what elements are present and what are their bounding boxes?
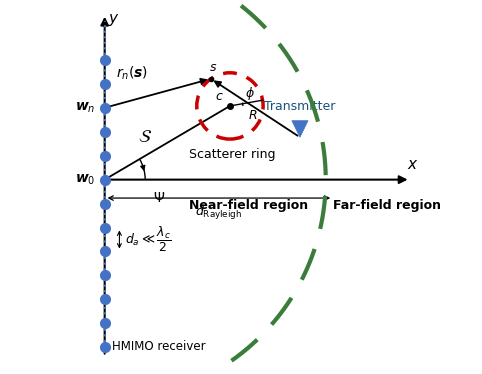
Polygon shape: [292, 121, 308, 137]
Text: $c$: $c$: [214, 90, 223, 103]
Text: $\phi$: $\phi$: [245, 85, 254, 101]
Text: $\boldsymbol{w}_0$: $\boldsymbol{w}_0$: [75, 172, 95, 187]
Text: Transmitter: Transmitter: [264, 100, 335, 113]
Text: $r_n(\boldsymbol{s})$: $r_n(\boldsymbol{s})$: [116, 65, 148, 82]
Text: $\Psi$: $\Psi$: [153, 191, 165, 205]
Text: Scatterer ring: Scatterer ring: [188, 148, 275, 161]
Text: $s$: $s$: [209, 61, 217, 74]
Text: $R$: $R$: [248, 108, 257, 122]
Text: $\boldsymbol{w}_n$: $\boldsymbol{w}_n$: [75, 101, 95, 115]
Text: $y$: $y$: [108, 12, 120, 28]
Text: $x$: $x$: [407, 157, 419, 172]
Text: Far-field region: Far-field region: [333, 199, 441, 212]
Text: HMIMO receiver: HMIMO receiver: [112, 340, 206, 353]
Text: $d_{\rm Rayleigh}$: $d_{\rm Rayleigh}$: [195, 203, 242, 221]
Text: $d_a \ll \dfrac{\lambda_c}{2}$: $d_a \ll \dfrac{\lambda_c}{2}$: [125, 225, 171, 254]
Text: $\mathcal{S}$: $\mathcal{S}$: [138, 129, 152, 147]
Text: Near-field region: Near-field region: [189, 199, 308, 212]
